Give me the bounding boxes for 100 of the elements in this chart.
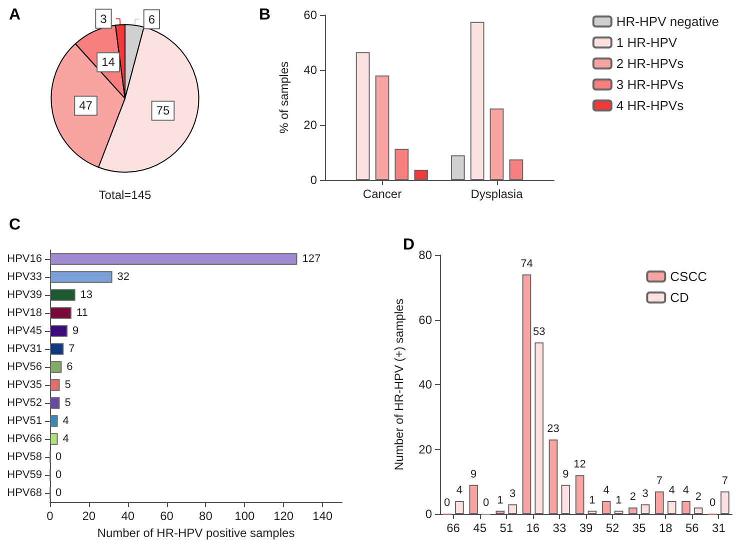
legend-label: 2 HR-HPVs: [616, 56, 684, 71]
data-label: 4: [62, 415, 69, 427]
bar: [50, 433, 58, 445]
data-label: 9: [562, 468, 569, 480]
data-label: 23: [547, 423, 560, 436]
chart-title: A: [9, 6, 21, 24]
x-tick-label: 33: [552, 521, 566, 535]
bar: [50, 325, 68, 337]
bar: [50, 271, 112, 283]
y-tick-label: 20: [304, 118, 318, 132]
data-label: 9: [72, 325, 79, 337]
y-tick-label: HPV35: [7, 379, 42, 391]
bar: [356, 52, 370, 180]
x-tick-label: 20: [82, 509, 96, 523]
x-tick-label: 16: [526, 521, 540, 535]
bar: [455, 501, 464, 514]
x-tick-label: 40: [121, 509, 135, 523]
data-label: 0: [482, 497, 490, 509]
x-tick-label: Dysplasia: [470, 187, 524, 201]
data-label: 14: [102, 55, 116, 70]
bar: [50, 397, 60, 409]
bar: [614, 510, 624, 514]
data-label: 0: [709, 497, 716, 509]
text: Total=145: [98, 188, 152, 202]
legend-label: CD: [670, 290, 689, 305]
data-label: 2: [630, 491, 636, 504]
y-tick-label: 20: [418, 442, 432, 456]
data-label: 47: [79, 98, 93, 113]
y-tick-label: HPV45: [7, 325, 42, 337]
bar: [414, 170, 428, 180]
x-tick-label: 120: [274, 509, 294, 523]
bar: [655, 491, 664, 514]
y-tick-label: 80: [418, 248, 432, 262]
x-tick-label: 51: [500, 521, 514, 535]
y-tick-label: HPV56: [7, 361, 42, 373]
y-tick-label: 60: [304, 8, 318, 22]
legend-label: 1 HR-HPV: [616, 35, 678, 50]
x-tick-label: 18: [658, 521, 673, 535]
bar: [667, 501, 676, 514]
y-tick-label: HPV68: [7, 487, 42, 499]
bar: [394, 148, 409, 180]
bar: [508, 504, 517, 514]
bar: [509, 159, 524, 180]
y-tick-label: HPV66: [7, 433, 42, 445]
bar: [561, 484, 570, 514]
bar: [50, 307, 72, 319]
data-label: 0: [56, 451, 62, 463]
data-label: 75: [156, 104, 170, 118]
chart-title: D: [403, 236, 415, 254]
data-label: 4: [682, 484, 690, 497]
x-tick-label: Cancer: [362, 187, 402, 201]
x-tick-label: 0: [46, 509, 54, 523]
bar: [602, 501, 611, 514]
data-label: 0: [56, 469, 62, 481]
bar: [375, 76, 390, 180]
y-axis-title: % of samples: [277, 61, 291, 134]
y-tick-label: HPV33: [7, 271, 42, 283]
bar: [50, 415, 58, 427]
data-label: 3: [642, 488, 648, 500]
x-tick-label: 140: [312, 509, 333, 523]
x-tick-label: 56: [686, 521, 700, 535]
y-tick-label: 40: [418, 378, 432, 392]
data-label: 12: [574, 458, 586, 471]
y-tick-label: HPV18: [7, 307, 42, 319]
y-tick-label: HPV59: [7, 469, 42, 481]
bar: [496, 510, 505, 514]
data-label: 9: [470, 468, 477, 480]
data-label: 6: [66, 361, 73, 373]
y-tick-label: 40: [304, 63, 318, 77]
data-label: 7: [722, 474, 728, 487]
data-label: 5: [64, 397, 71, 409]
bar: [548, 440, 558, 514]
data-label: 11: [76, 307, 88, 319]
bar: [628, 508, 638, 514]
bar: [640, 504, 650, 514]
data-label: 3: [509, 488, 516, 500]
data-label: 127: [302, 253, 321, 265]
y-tick-label: HPV58: [7, 451, 42, 463]
bar: [469, 484, 478, 514]
data-label: 7: [68, 343, 75, 355]
chart-title: C: [9, 216, 21, 234]
legend-label: 4 HR-HPVs: [616, 98, 684, 113]
legend-label: HR-HPV negative: [616, 14, 720, 29]
bar: [694, 508, 703, 514]
x-tick-label: 100: [234, 509, 255, 523]
data-label: 7: [656, 474, 663, 487]
bar: [534, 342, 544, 514]
bar: [450, 155, 465, 180]
y-tick-label: 60: [418, 312, 432, 327]
y-tick-label: HPV39: [7, 289, 42, 301]
data-label: 1: [589, 494, 596, 506]
data-label: 4: [62, 433, 69, 445]
x-tick-label: 80: [199, 509, 213, 523]
data-label: 74: [520, 258, 533, 270]
data-label: 4: [603, 484, 610, 497]
bar: [588, 510, 597, 514]
bar: [50, 343, 64, 355]
x-tick-label: 45: [473, 521, 487, 535]
bar: [682, 501, 690, 514]
x-axis-title: Number of HR-HPV positive samples: [97, 526, 295, 540]
